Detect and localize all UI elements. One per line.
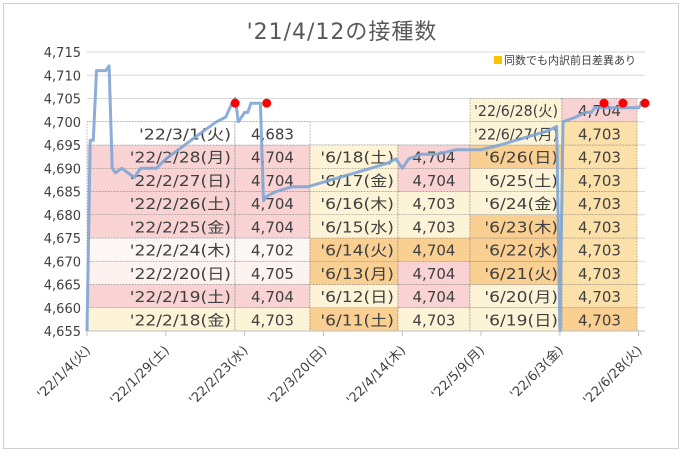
data-table-overlay: '22/2/18(金) 4,703 '22/2/19(土) 4,704 '22/2/20…: [86, 98, 638, 332]
table-cell-date: '6/26(日): [484, 149, 558, 167]
table-cell-date: '6/11(土): [320, 311, 394, 329]
table-cell-date: '6/20(月): [484, 288, 558, 306]
table-cell-date: '22/2/25(金): [130, 218, 231, 236]
table-cell-date: '6/24(金): [484, 195, 558, 213]
table-cell-date: '22/2/20(日): [130, 265, 231, 283]
table-cell-value: 4,703: [578, 125, 621, 143]
table-cell-value: 4,703: [578, 172, 621, 190]
y-tick-label: 4,685: [44, 186, 81, 201]
table-cell-date: '22/2/26(土): [130, 195, 231, 213]
table-cell-value: 4,704: [413, 172, 456, 190]
table-cell-value: 4,704: [413, 288, 456, 306]
chart-title: '21/4/12の接種数: [246, 20, 438, 45]
table-cell-value: 4,704: [251, 149, 294, 167]
y-tick-label: 4,670: [44, 255, 81, 270]
table-cell-date: '22/2/19(土): [130, 288, 231, 306]
legend-note-text: 同数でも内訳前日差異あり: [504, 54, 636, 67]
table-cell-date: '22/6/27(月): [474, 125, 558, 143]
y-tick-label: 4,705: [44, 93, 81, 108]
x-tick-label: '22/2/23(水): [187, 343, 252, 408]
table-cell-value: 4,703: [413, 195, 456, 213]
x-tick-label: '22/3/20(日): [265, 343, 330, 408]
table-cell-value: 4,702: [251, 242, 294, 260]
table-cell-date: '6/22(水): [484, 242, 558, 260]
highlight-marker: [599, 98, 609, 108]
legend-note: 同数でも内訳前日差異あり: [494, 52, 636, 68]
highlight-marker: [230, 98, 240, 108]
highlight-marker: [618, 98, 628, 108]
table-cell-value: 4,703: [251, 311, 294, 329]
y-tick-label: 4,675: [44, 232, 81, 247]
table-cell-date: '22/2/24(木): [130, 242, 231, 260]
x-tick-label: '22/4/14(木): [344, 343, 409, 408]
table-cell-date-bg: [469, 98, 563, 123]
legend-swatch: [494, 56, 502, 64]
table-cell-date: '6/14(火): [320, 242, 394, 260]
table-cell-date: '6/15(水): [320, 218, 394, 236]
series-layer: [85, 64, 650, 333]
table-cell-value: 4,704: [413, 242, 456, 260]
table-cell-date: '22/3/1(火): [139, 125, 231, 143]
table-cell-value: 4,703: [578, 149, 621, 167]
series-line: [85, 64, 644, 333]
table-cell-date: '6/12(日): [320, 288, 394, 306]
x-tick-label: '22/1/29(土): [108, 343, 173, 408]
table-cell-date: '22/2/27(日): [130, 172, 231, 190]
x-tick-label: '22/6/3(金): [507, 343, 567, 403]
table-cell-value: 4,703: [578, 242, 621, 260]
table-cell-value: 4,703: [578, 265, 621, 283]
table-cell-date: '6/23(木): [484, 218, 558, 236]
highlight-marker: [262, 98, 272, 108]
x-tick-label: '22/1/4(火): [35, 343, 94, 402]
table-cell-value: 4,683: [251, 125, 294, 143]
table-cell-date: '6/21(火): [484, 265, 558, 283]
table-cell-value: 4,703: [413, 311, 456, 329]
y-tick-label: 4,700: [44, 116, 81, 131]
table-cell-value: 4,703: [578, 288, 621, 306]
x-tick-label: '22/5/9(月): [429, 343, 488, 402]
y-tick-label: 4,655: [44, 325, 81, 340]
table-cell-date: '22/2/28(月): [130, 149, 231, 167]
y-tick-label: 4,710: [44, 69, 81, 84]
table-cell-date: '6/16(木): [320, 195, 394, 213]
table-cell-date: '22/6/28(火): [474, 102, 558, 120]
x-tick-label: '22/6/28(火): [581, 343, 646, 408]
table-cell-date: '6/19(日): [484, 311, 558, 329]
table-cell-value: 4,704: [413, 265, 456, 283]
table-cell-value: 4,704: [251, 218, 294, 236]
y-tick-label: 4,695: [44, 139, 81, 154]
table-cell-value: 4,705: [251, 265, 294, 283]
y-tick-label: 4,660: [44, 302, 81, 317]
y-tick-label: 4,715: [44, 46, 81, 61]
table-cell-value: 4,704: [251, 195, 294, 213]
y-tick-label: 4,680: [44, 209, 81, 224]
y-tick-label: 4,690: [44, 162, 81, 177]
table-cell-value: 4,704: [251, 288, 294, 306]
table-cell-value: 4,703: [578, 218, 621, 236]
highlight-marker: [640, 98, 650, 108]
table-cell-date: '22/2/18(金): [130, 311, 231, 329]
table-cell-date: '6/13(月): [320, 265, 394, 283]
table-cell-value: 4,703: [578, 311, 621, 329]
table-cell-date: '6/18(土): [320, 149, 394, 167]
table-cell-value: 4,703: [413, 218, 456, 236]
table-cell-value-bg: [234, 121, 311, 146]
y-tick-label: 4,665: [44, 279, 81, 294]
table-cell-value: 4,703: [578, 195, 621, 213]
table-cell-date: '6/25(土): [484, 172, 558, 190]
